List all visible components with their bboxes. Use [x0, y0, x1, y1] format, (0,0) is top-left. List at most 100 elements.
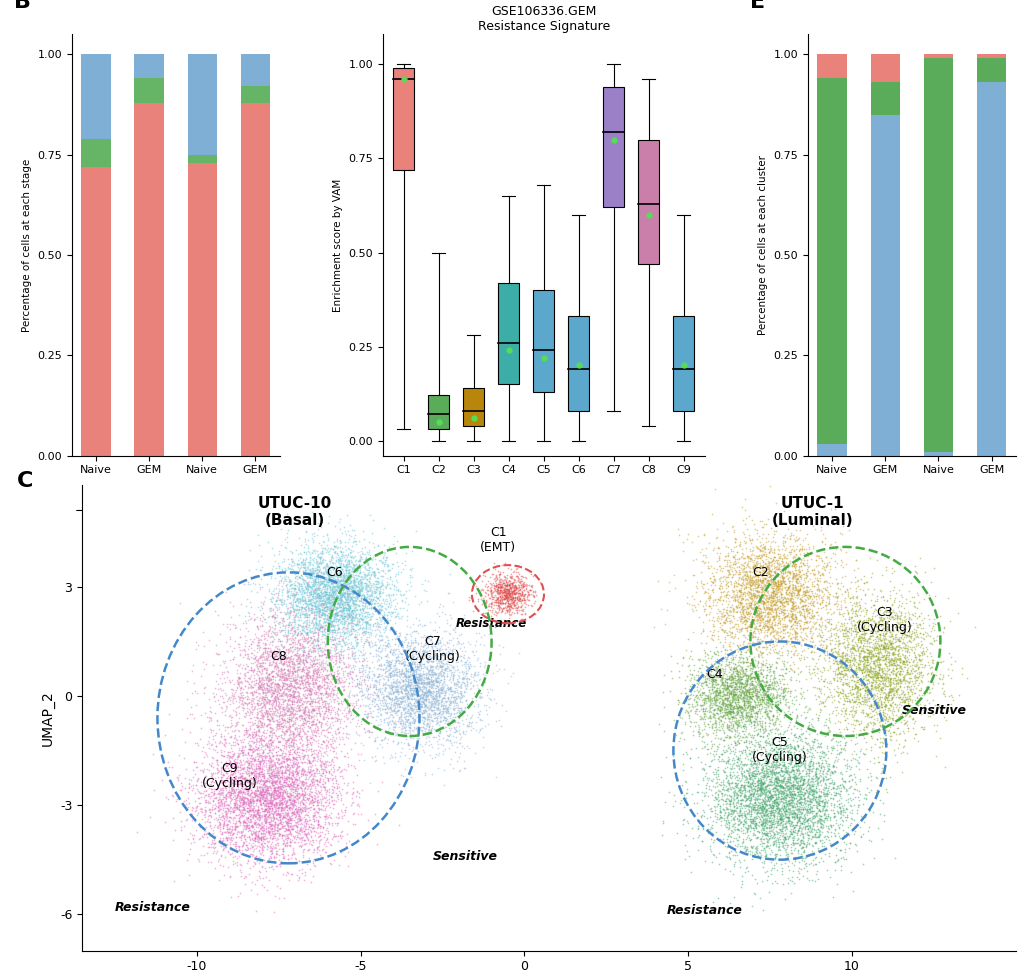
Point [756, 826, 773, 842]
Point [712, 783, 728, 799]
Point [277, 792, 293, 808]
Point [409, 692, 426, 708]
Point [759, 561, 776, 576]
Point [238, 598, 254, 613]
Point [345, 579, 361, 595]
Point [798, 793, 815, 808]
Point [297, 700, 313, 715]
Point [763, 723, 780, 739]
Point [775, 773, 791, 789]
Point [755, 595, 772, 611]
Point [322, 595, 339, 611]
Point [390, 649, 406, 664]
Point [694, 657, 710, 672]
Point [310, 669, 326, 685]
Point [265, 668, 281, 684]
Point [343, 621, 359, 637]
Point [881, 709, 898, 724]
Point [936, 675, 952, 691]
Point [460, 657, 476, 672]
Point [754, 800, 771, 815]
Point [281, 664, 298, 680]
Point [466, 685, 482, 701]
Point [253, 715, 270, 731]
Point [387, 636, 403, 652]
Point [446, 660, 463, 675]
Point [911, 675, 928, 691]
Point [291, 648, 308, 663]
Point [286, 602, 303, 617]
Point [334, 557, 351, 572]
Point [315, 626, 331, 642]
Point [890, 662, 906, 678]
Point [738, 677, 754, 693]
Point [248, 742, 265, 758]
Point [264, 784, 280, 800]
Point [821, 761, 837, 777]
Point [729, 832, 746, 848]
Point [347, 580, 363, 596]
Point [255, 808, 272, 824]
Point [323, 676, 340, 692]
Point [271, 775, 287, 791]
Point [804, 761, 821, 777]
Point [264, 775, 280, 791]
Point [741, 684, 757, 700]
Point [717, 650, 734, 665]
Point [266, 650, 282, 665]
Point [251, 723, 268, 739]
Point [794, 593, 811, 609]
Point [743, 588, 759, 604]
Point [765, 585, 782, 601]
Point [828, 585, 844, 601]
Point [794, 774, 811, 790]
Point [742, 688, 758, 704]
Point [177, 780, 194, 796]
Point [327, 607, 344, 622]
Point [862, 643, 878, 659]
Point [741, 803, 757, 818]
Point [433, 653, 449, 668]
Point [771, 576, 787, 592]
Point [315, 579, 331, 595]
Point [743, 839, 759, 855]
Point [710, 702, 726, 717]
Point [224, 775, 240, 791]
Point [731, 650, 747, 665]
Point [354, 653, 370, 668]
Point [275, 699, 291, 714]
Point [378, 702, 394, 717]
Point [429, 634, 445, 650]
Point [366, 675, 383, 691]
Point [283, 738, 300, 754]
Point [846, 681, 863, 697]
Point [420, 702, 436, 717]
Point [738, 610, 754, 625]
Point [425, 671, 441, 687]
Point [897, 636, 913, 652]
Point [849, 752, 865, 767]
Point [268, 809, 284, 825]
Point [724, 601, 741, 616]
Point [807, 789, 824, 805]
Point [286, 602, 303, 617]
Point [838, 782, 855, 798]
Point [913, 707, 930, 722]
Point [813, 610, 829, 625]
Point [325, 583, 342, 599]
Point [247, 724, 264, 740]
Point [853, 687, 869, 703]
Point [278, 710, 294, 725]
Point [259, 677, 275, 693]
Point [359, 583, 376, 599]
Point [729, 704, 746, 719]
Point [230, 808, 246, 823]
Point [716, 826, 733, 842]
Point [322, 572, 339, 588]
Point [699, 597, 715, 612]
Point [314, 618, 330, 634]
Point [284, 804, 301, 819]
Point [827, 546, 843, 562]
Point [813, 619, 829, 635]
Point [787, 556, 803, 571]
